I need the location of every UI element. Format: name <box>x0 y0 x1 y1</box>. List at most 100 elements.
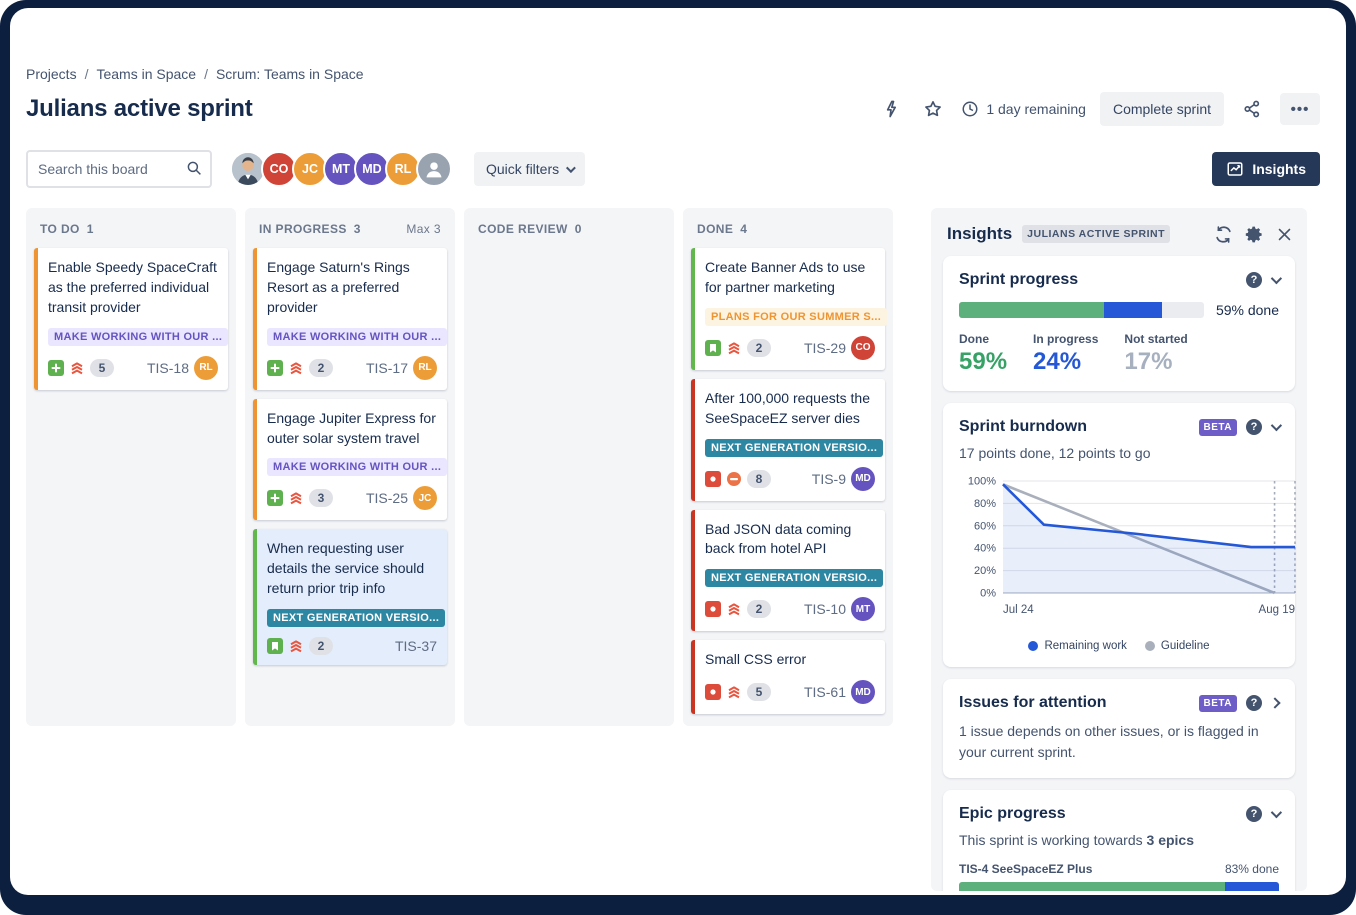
priority-highest-icon <box>71 362 83 374</box>
svg-text:60%: 60% <box>974 520 996 532</box>
issue-card-tis-9[interactable]: After 100,000 requests the SeeSpaceEZ se… <box>691 378 885 501</box>
column-header: DONE 4 <box>697 222 748 236</box>
svg-text:100%: 100% <box>968 476 996 488</box>
assignee-avatar[interactable]: MT <box>851 597 875 622</box>
epic-label: PLANS FOR OUR SUMMER S... <box>705 307 888 326</box>
assignee-avatar[interactable]: RL <box>413 355 437 380</box>
story-icon <box>705 339 721 356</box>
avatar-md[interactable]: MD <box>354 151 390 187</box>
done-segment <box>959 302 1104 318</box>
epic-label: NEXT GENERATION VERSIO... <box>267 609 446 627</box>
board-toolbar: CO JC MT MD RL Quick filters Insights <box>26 150 1320 188</box>
priority-highest-icon <box>728 342 740 355</box>
column-header: CODE REVIEW 0 <box>478 222 582 236</box>
epic-label: MAKE WORKING WITH OUR ... <box>48 327 229 346</box>
avatar-initials: RL <box>394 162 412 176</box>
column-header: IN PROGRESS 3 Max 3 <box>259 222 441 236</box>
assignee-avatar[interactable]: RL <box>194 355 218 380</box>
complete-sprint-button[interactable]: Complete sprint <box>1099 92 1224 126</box>
beta-badge: BETA <box>1198 694 1237 712</box>
star-icon[interactable] <box>919 95 947 123</box>
column-todo: TO DO 1 Enable Speedy SpaceCraft as the p… <box>26 208 236 726</box>
chevron-down-icon[interactable] <box>1270 806 1283 819</box>
page-title: Julians active sprint <box>26 95 253 122</box>
issue-key: TIS-29 <box>803 339 846 356</box>
avatar-jc[interactable]: JC <box>292 151 328 187</box>
chevron-down-icon[interactable] <box>1270 419 1283 432</box>
chevron-right-icon[interactable] <box>1269 697 1281 709</box>
issue-card-tis-25[interactable]: Engage Jupiter Express for outer solar s… <box>253 398 448 521</box>
legend-dot-guideline <box>1144 641 1155 651</box>
assignee-avatar[interactable]: CO <box>851 335 875 360</box>
quick-filters-button[interactable]: Quick filters <box>474 152 586 186</box>
assignee-avatar[interactable]: MD <box>851 680 875 705</box>
priority-highest-icon <box>290 492 302 505</box>
help-icon[interactable]: ? <box>1246 272 1262 288</box>
new-feature-icon <box>48 359 64 376</box>
new-feature-icon <box>267 490 283 507</box>
board-content: TO DO 1 Enable Speedy SpaceCraft as the p… <box>26 208 1320 891</box>
breadcrumb-projects[interactable]: Projects <box>26 66 77 82</box>
issue-card-tis-10[interactable]: Bad JSON data coming back from hotel API… <box>691 509 885 632</box>
search-input[interactable] <box>26 150 212 188</box>
story-points-badge: 2 <box>747 600 771 619</box>
help-icon[interactable]: ? <box>1246 806 1262 822</box>
priority-highest-icon <box>728 603 740 616</box>
insights-panel: Insights JULIANS ACTIVE SPRINT Sprint pr… <box>931 208 1307 891</box>
sprint-name-badge: JULIANS ACTIVE SPRINT <box>1022 225 1171 243</box>
bug-icon <box>705 684 721 701</box>
story-points-badge: 2 <box>309 637 333 655</box>
issue-key: TIS-61 <box>803 684 846 701</box>
refresh-icon[interactable] <box>1214 225 1233 244</box>
board-columns: TO DO 1 Enable Speedy SpaceCraft as the p… <box>26 208 893 891</box>
epic-label: MAKE WORKING WITH OUR ... <box>267 327 448 346</box>
insights-toggle-button[interactable]: Insights <box>1212 152 1320 186</box>
avatar-photo[interactable] <box>230 151 266 187</box>
breadcrumb-team[interactable]: Teams in Space <box>96 66 197 82</box>
person-icon <box>426 162 442 178</box>
issue-card-tis-61[interactable]: Small CSS error 5 TIS-61 MD <box>691 640 885 715</box>
chevron-down-icon[interactable] <box>1270 272 1283 285</box>
epic-subtitle: This sprint is working towards 3 epics <box>959 832 1194 848</box>
bug-icon <box>705 470 721 487</box>
assignee-avatar[interactable]: JC <box>413 486 437 511</box>
epic-row-1: TIS-4 SeeSpaceEZ Plus 83% done <box>959 862 1279 876</box>
story-points-badge: 5 <box>747 683 771 702</box>
issues-body: 1 issue depends on other issues, or is f… <box>959 723 1259 760</box>
share-icon[interactable] <box>1238 95 1266 123</box>
issue-card-tis-29[interactable]: Create Banner Ads to use for partner mar… <box>691 248 888 370</box>
issue-title: Enable Speedy SpaceCraft as the preferre… <box>48 259 217 315</box>
help-icon[interactable]: ? <box>1246 419 1262 435</box>
avatar-mt[interactable]: MT <box>323 151 359 187</box>
epic-progress-bar <box>959 882 1279 891</box>
chart-legend: Remaining work Guideline <box>959 640 1279 652</box>
beta-badge: BETA <box>1198 418 1237 436</box>
automation-bolt-icon[interactable] <box>877 95 905 123</box>
issue-card-tis-18[interactable]: Enable Speedy SpaceCraft as the preferre… <box>34 248 229 390</box>
burndown-chart: 0% 20% 40% 60% 80% 100% Jul 24 Aug 19 <box>968 476 1296 616</box>
chart-icon <box>1227 162 1243 176</box>
close-icon[interactable] <box>1276 226 1293 243</box>
sprint-progress-bar <box>959 302 1204 318</box>
issue-title: Engage Saturn's Rings Resort as a prefer… <box>267 259 410 315</box>
epic-label: NEXT GENERATION VERSIO... <box>705 438 884 457</box>
assignee-avatar[interactable]: MD <box>851 466 875 491</box>
issue-key: TIS-37 <box>394 638 437 654</box>
more-actions-button[interactable]: ••• <box>1280 93 1320 125</box>
issue-card-tis-37[interactable]: When requesting user details the service… <box>253 529 447 665</box>
avatar-unassigned[interactable] <box>416 151 452 187</box>
sprint-progress-card: Sprint progress ? 59% done Done <box>943 256 1295 391</box>
stat-in-progress: In progress 24% <box>1033 332 1099 375</box>
issue-card-tis-17[interactable]: Engage Saturn's Rings Resort as a prefer… <box>253 248 448 390</box>
gear-icon[interactable] <box>1245 225 1264 244</box>
svg-text:20%: 20% <box>974 565 996 577</box>
column-done: DONE 4 Create Banner Ads to use for partn… <box>683 208 893 726</box>
epic-progress-card: Epic progress ? This sprint is working t… <box>943 790 1295 891</box>
help-icon[interactable]: ? <box>1246 695 1262 711</box>
issue-key: TIS-9 <box>811 470 846 487</box>
breadcrumb-board[interactable]: Scrum: Teams in Space <box>215 66 364 82</box>
issue-title: After 100,000 requests the SeeSpaceEZ se… <box>705 389 870 426</box>
svg-text:0%: 0% <box>980 588 996 600</box>
assignee-avatars: CO JC MT MD RL <box>230 151 452 187</box>
avatar-rl[interactable]: RL <box>385 151 421 187</box>
